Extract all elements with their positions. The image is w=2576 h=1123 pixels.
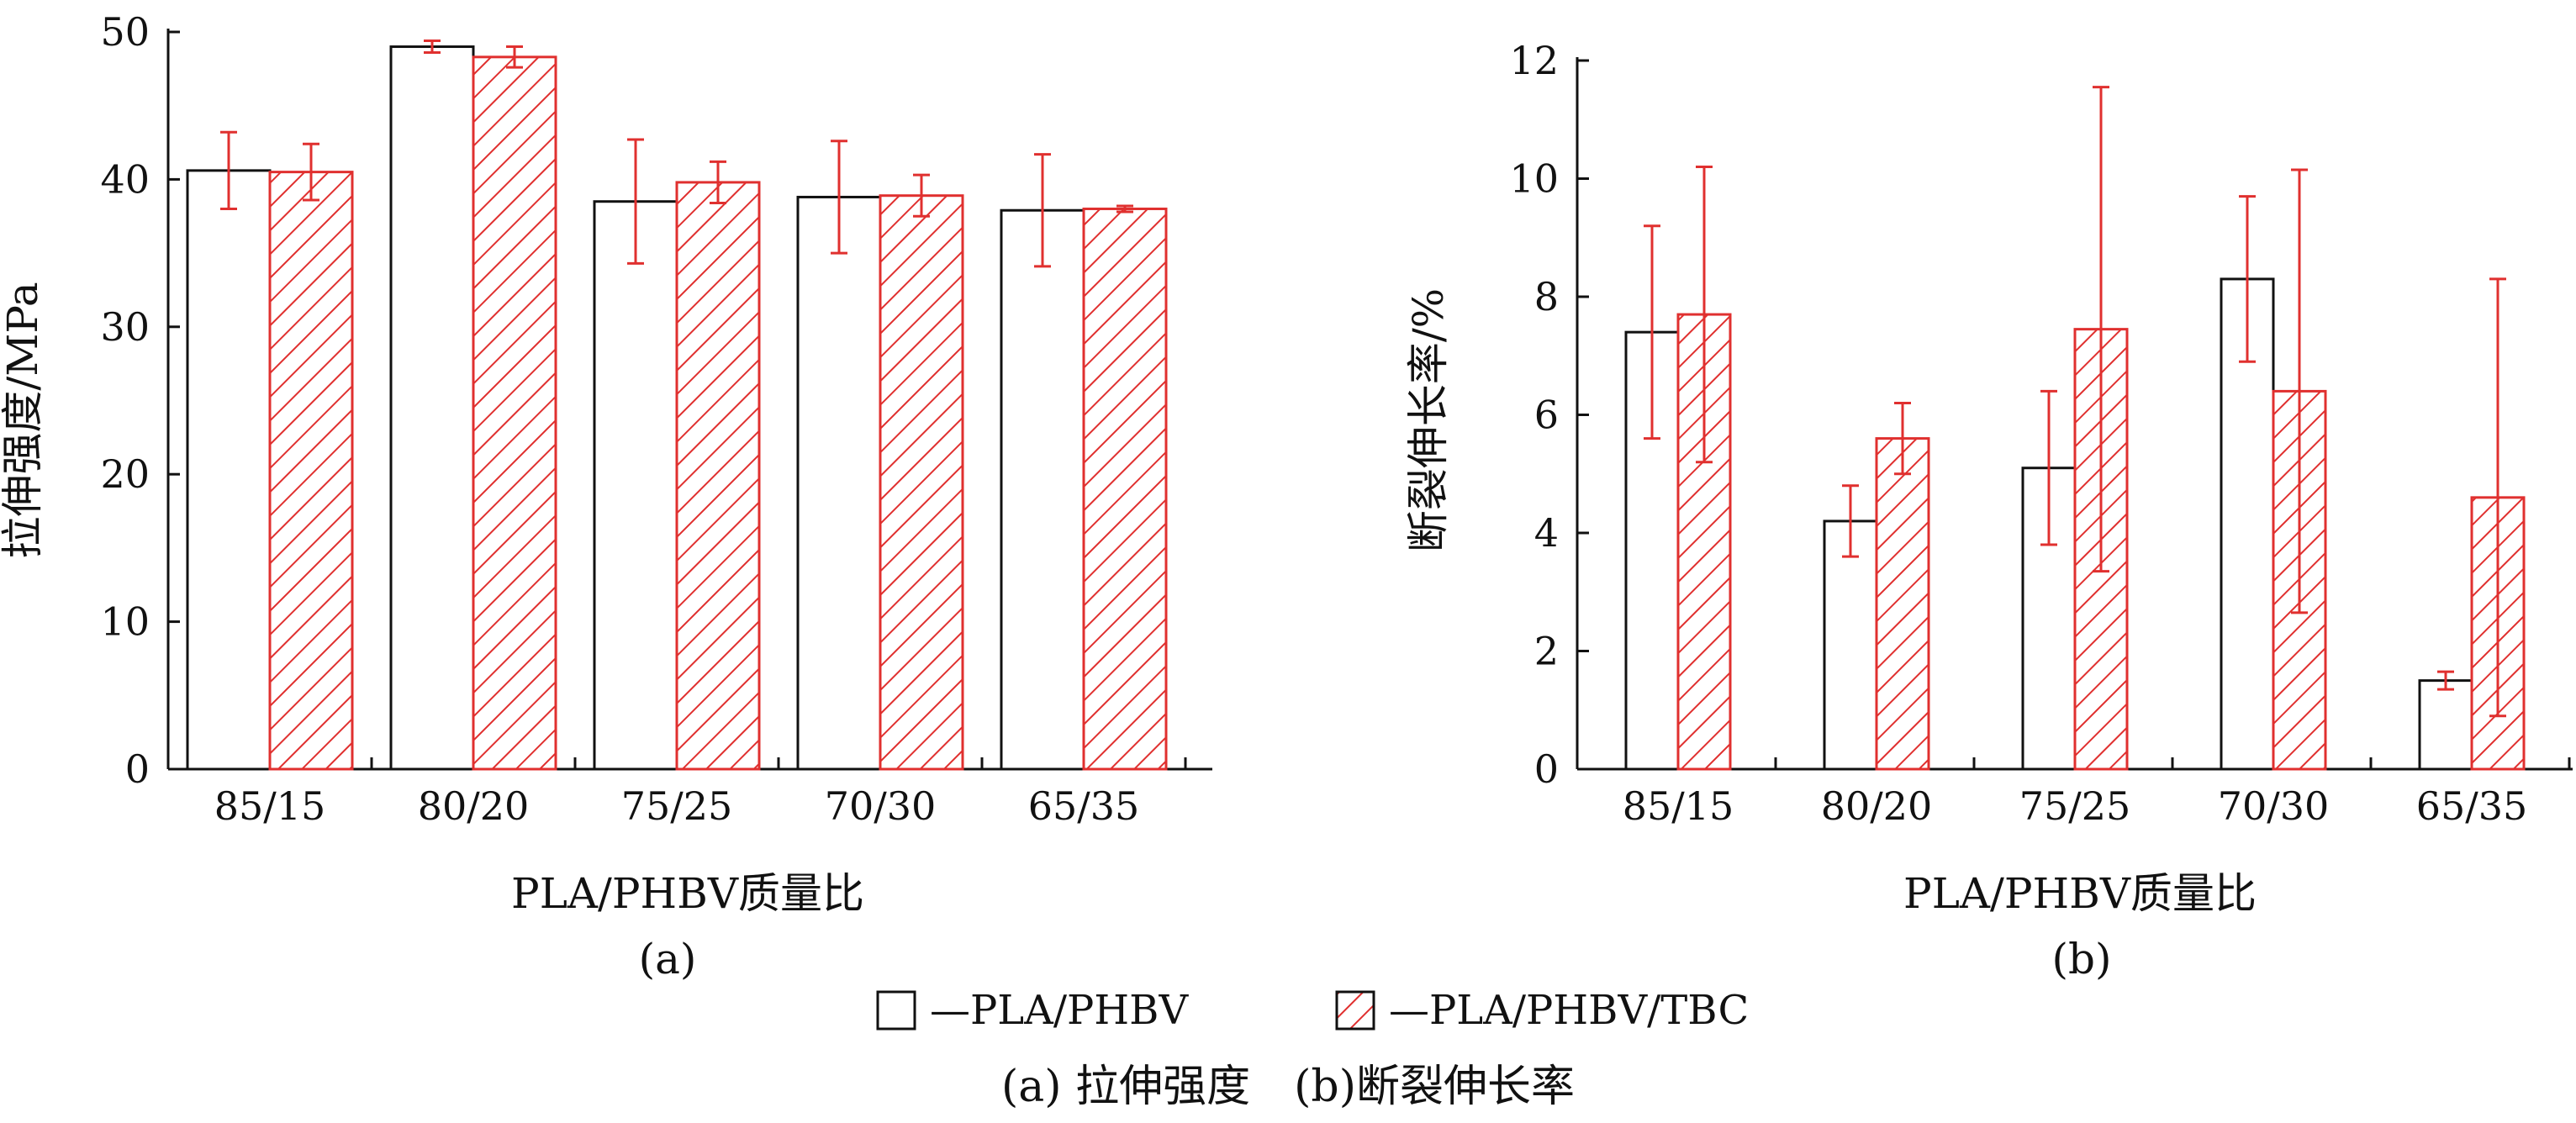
- y-tick-label-b: 0: [1534, 746, 1559, 792]
- y-tick-label-a: 10: [100, 599, 150, 645]
- x-tick-labels-a: 85/15 80/20 75/25 70/30 65/35: [214, 783, 1140, 829]
- bar-hatched-a: [472, 55, 557, 771]
- y-tick-labels-b: 0 2 4 6 8 10 12: [1509, 38, 1559, 792]
- y-tick-label-a: 20: [100, 451, 150, 497]
- bar-open-a: [1000, 208, 1085, 771]
- x-tick-label-b: 75/25: [2019, 783, 2131, 829]
- x-tick-label-a: 70/30: [825, 783, 937, 829]
- x-axis-label-a: PLA/PHBV质量比: [511, 869, 864, 918]
- panel-label-b: (b): [2051, 935, 2111, 983]
- y-axis-label-b: 断裂伸长率/%: [1404, 288, 1453, 552]
- y-tick-label-b: 12: [1509, 38, 1559, 83]
- bar-hatched-a: [879, 194, 964, 771]
- legend-label-open: —PLA/PHBV: [930, 987, 1189, 1034]
- y-tick-label-b: 2: [1534, 629, 1559, 674]
- x-tick-label-b: 65/35: [2416, 783, 2528, 829]
- x-tick-label-a: 85/15: [214, 783, 326, 829]
- bar-open-a: [389, 45, 475, 771]
- y-axis-label-a: 拉伸强度/MPa: [0, 282, 47, 558]
- x-tick-label-b: 85/15: [1623, 783, 1734, 829]
- panel-a: 0 10 20 30 40 50 85/15 80/20 75/25 70/30 65/35 拉伸…: [0, 9, 1212, 983]
- legend-swatch-open: [876, 990, 916, 1031]
- bar-hatched-a: [268, 171, 354, 771]
- panel-b: 0 2 4 6 8 10 12 85/15 80/20 75/25 70/30 65/35 断裂伸长…: [1404, 38, 2573, 983]
- y-tick-label-a: 30: [100, 304, 150, 350]
- x-tick-label-b: 80/20: [1821, 783, 1933, 829]
- bar-open-b: [1823, 519, 1878, 771]
- y-tick-label-a: 50: [100, 9, 150, 55]
- y-tick-label-a: 0: [125, 746, 150, 792]
- bar-hatched-a: [1082, 207, 1168, 771]
- y-tick-labels-a: 0 10 20 30 40 50: [100, 9, 150, 792]
- bar-hatched-a: [675, 181, 761, 771]
- x-tick-label-a: 75/25: [621, 783, 733, 829]
- bar-open-a: [593, 200, 678, 771]
- y-tick-label-b: 10: [1509, 156, 1559, 202]
- bar-hatched-b: [1875, 437, 1930, 771]
- y-tick-label-a: 40: [100, 156, 150, 202]
- x-tick-label-a: 65/35: [1028, 783, 1140, 829]
- y-tick-label-b: 8: [1534, 274, 1559, 319]
- x-tick-labels-b: 85/15 80/20 75/25 70/30 65/35: [1623, 783, 2528, 829]
- bar-open-a: [186, 169, 272, 771]
- figure-caption: (a) 拉伸强度 (b)断裂伸长率: [1001, 1062, 1575, 1112]
- bar-open-a: [796, 195, 882, 771]
- x-tick-label-a: 80/20: [418, 783, 530, 829]
- legend-swatch-hatched: [1335, 990, 1375, 1031]
- bar-open-b: [2418, 679, 2473, 771]
- plot-area-b: [1576, 57, 2573, 771]
- legend-label-hatched: —PLA/PHBV/TBC: [1389, 987, 1749, 1034]
- legend: —PLA/PHBV —PLA/PHBV/TBC: [876, 987, 1749, 1034]
- plot-area-a: [166, 29, 1212, 771]
- y-tick-label-b: 4: [1534, 510, 1559, 556]
- panel-label-a: (a): [639, 935, 697, 983]
- x-axis-label-b: PLA/PHBV质量比: [1903, 869, 2257, 918]
- y-tick-label-b: 6: [1534, 393, 1559, 438]
- x-tick-label-b: 70/30: [2218, 783, 2330, 829]
